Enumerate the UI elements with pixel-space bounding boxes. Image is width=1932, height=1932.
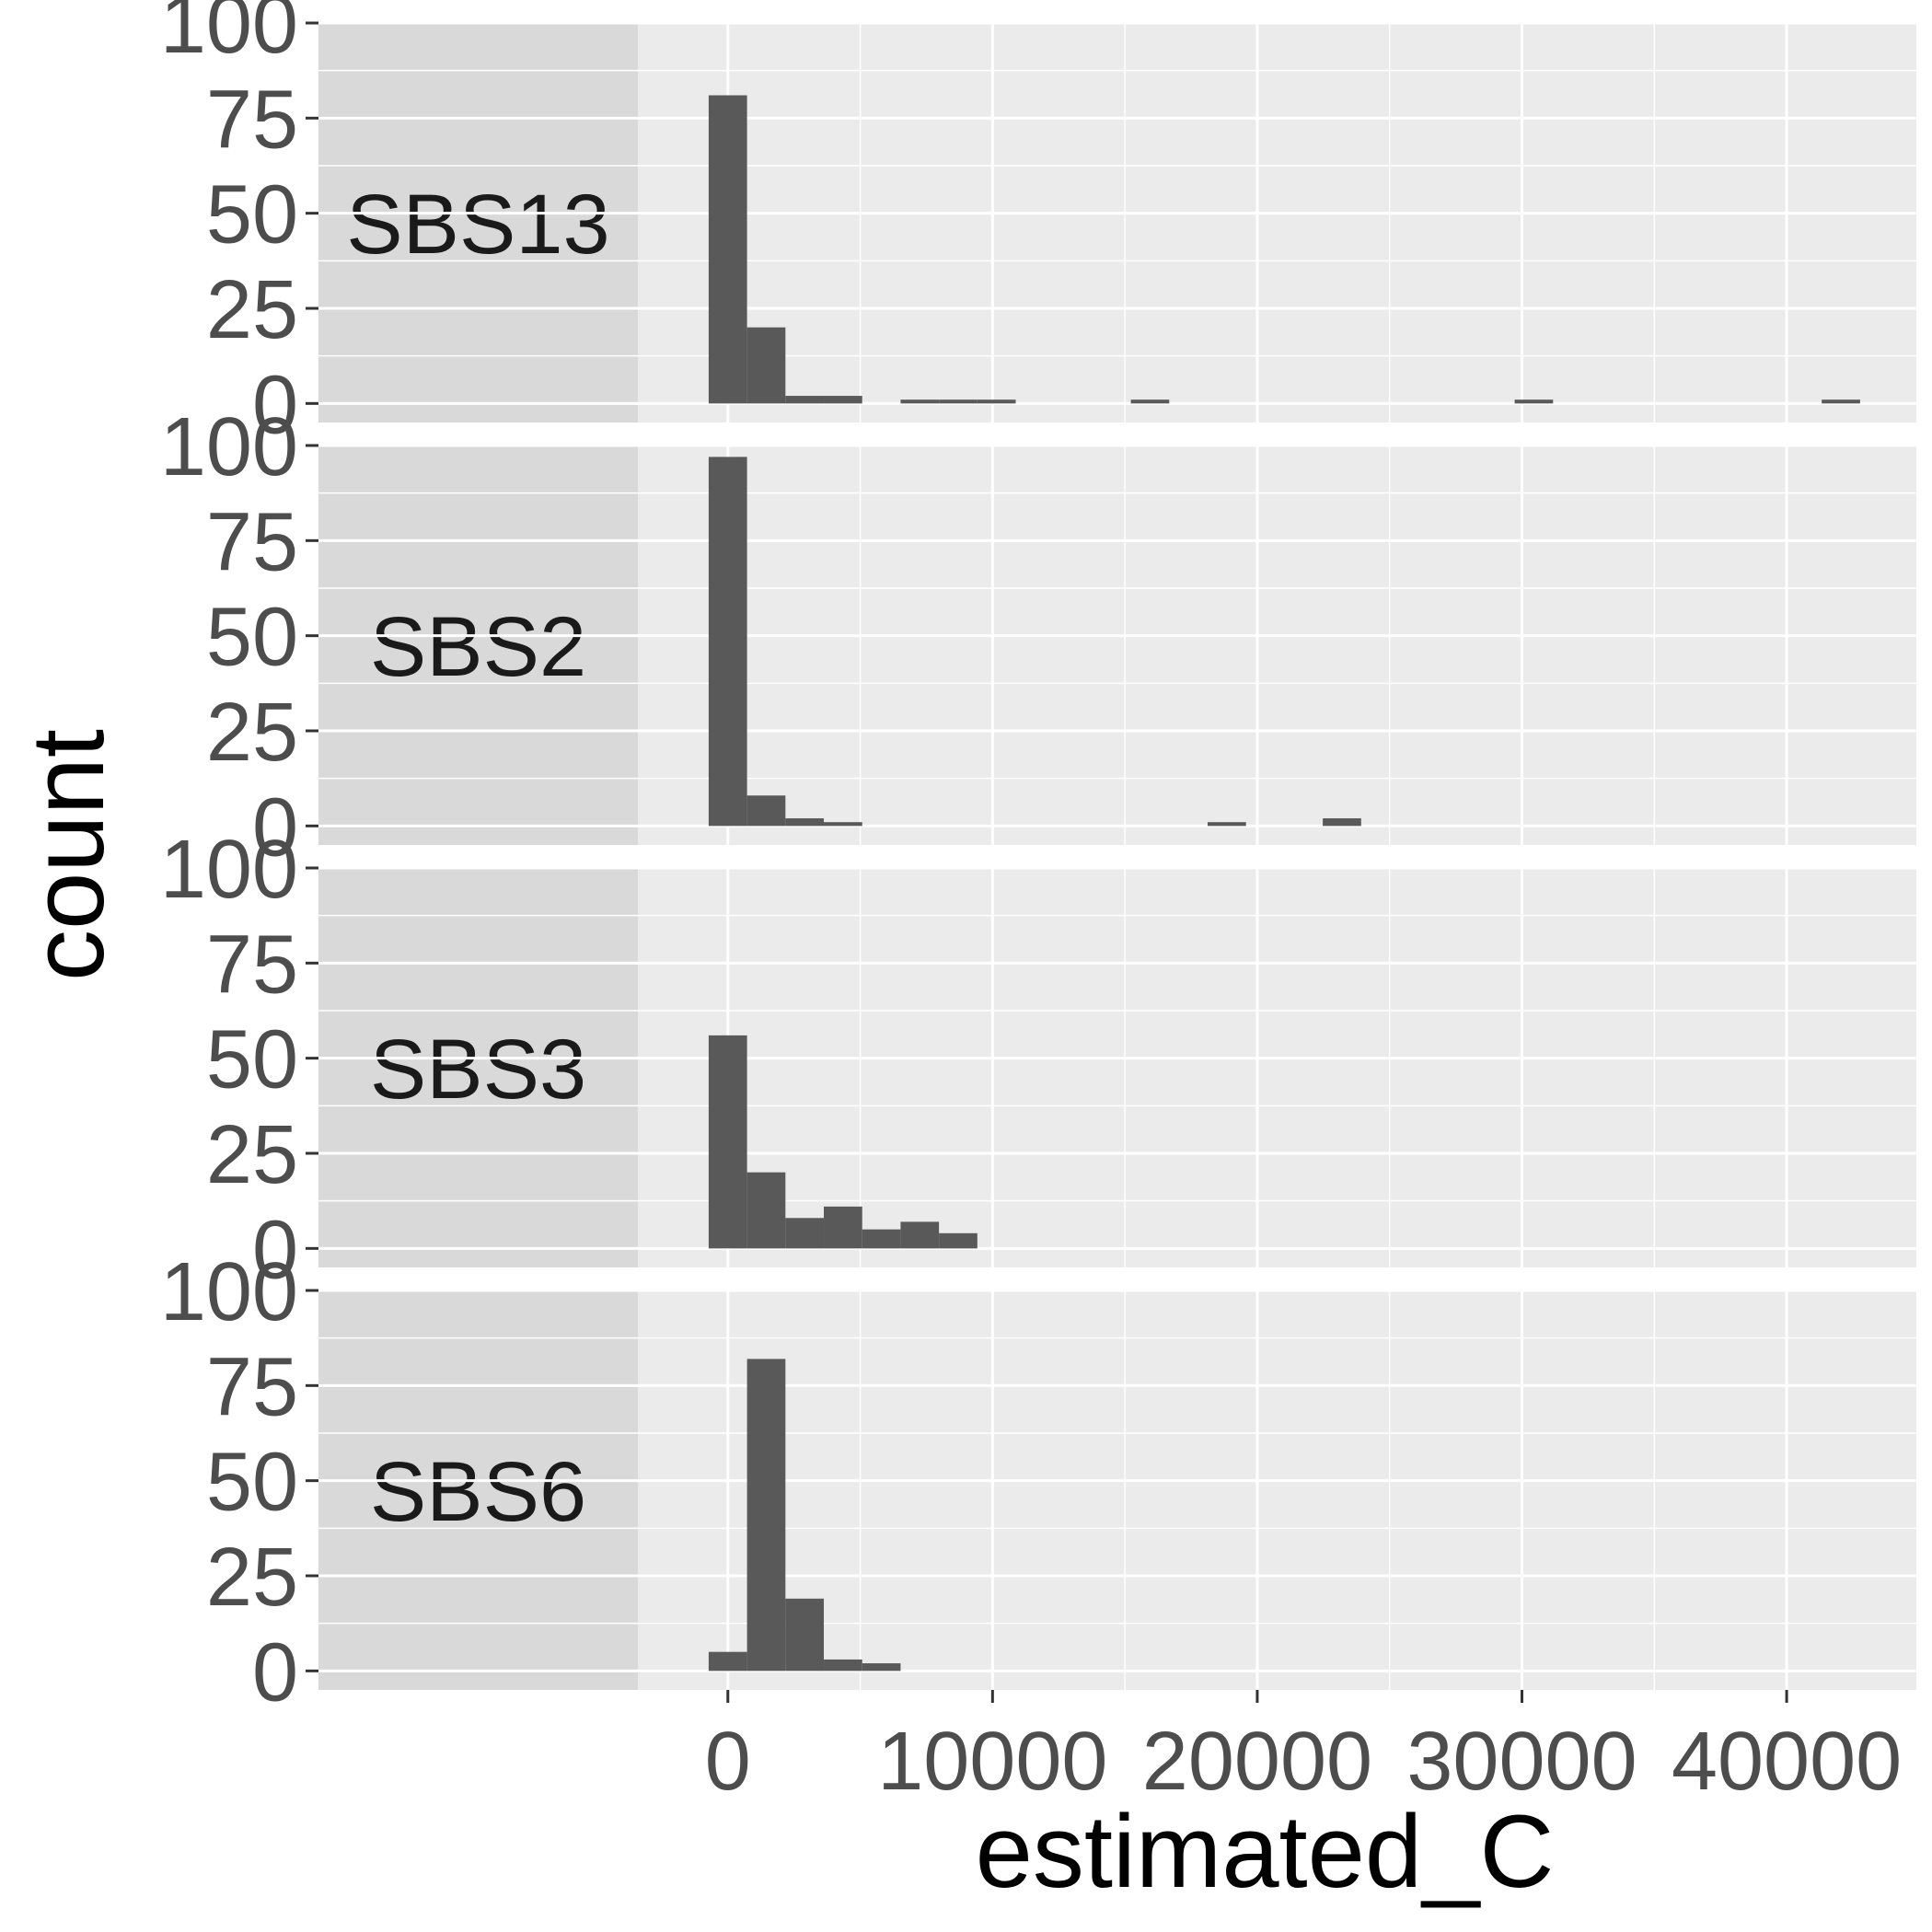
histogram-bar: [939, 1232, 978, 1249]
y-tick-label: 50: [206, 1014, 298, 1106]
histogram-bar: [708, 457, 747, 827]
y-tick-label: 75: [206, 496, 298, 588]
histogram-bar: [977, 399, 1016, 404]
x-tick-label: 40000: [1672, 1716, 1902, 1808]
histogram-bar: [1130, 399, 1170, 404]
histogram-bar: [708, 1651, 747, 1672]
y-tick-label: 100: [160, 1246, 298, 1338]
y-tick-label: 25: [206, 264, 298, 356]
histogram-bar: [939, 399, 978, 404]
y-tick-label: 100: [160, 0, 298, 71]
y-tick-label: 75: [206, 74, 298, 166]
y-axis-title: count: [10, 729, 125, 981]
x-tick-label: 20000: [1142, 1716, 1372, 1808]
histogram-bar: [900, 1221, 940, 1249]
x-tick-label: 30000: [1406, 1716, 1637, 1808]
y-tick-label: 25: [206, 1532, 298, 1624]
y-tick-label: 100: [160, 401, 298, 493]
panel-background: [638, 23, 1916, 422]
histogram-bar: [862, 1229, 901, 1249]
y-tick-label: 75: [206, 919, 298, 1011]
histogram-bar: [1822, 399, 1860, 404]
y-tick-label: 50: [206, 169, 298, 261]
histogram-bar: [1323, 818, 1361, 827]
y-tick-label: 75: [206, 1341, 298, 1433]
y-tick-label: 0: [252, 1626, 298, 1718]
facet-strip-label: SBS13: [346, 178, 609, 272]
histogram-bar: [746, 1172, 786, 1249]
histogram-bar: [785, 818, 825, 827]
facet-strip-label: SBS6: [370, 1445, 586, 1539]
histogram-bar: [746, 327, 786, 404]
y-tick-label: 0: [252, 359, 298, 451]
histogram-bar: [708, 95, 747, 404]
histogram-bar: [900, 399, 940, 404]
panel-background: [638, 445, 1916, 845]
facets-layer: SBS130255075100SBS20255075100SBS30255075…: [160, 0, 1916, 1718]
histogram-bar: [862, 1663, 901, 1672]
y-tick-label: 50: [206, 592, 298, 684]
y-tick-label: 25: [206, 687, 298, 779]
panel-background: [638, 1290, 1916, 1690]
y-tick-label: 0: [252, 781, 298, 873]
x-axis-title: estimated_C: [976, 1794, 1555, 1909]
histogram-bar: [824, 1659, 862, 1672]
facet-strip-label: SBS2: [370, 600, 586, 694]
x-tick-label: 10000: [877, 1716, 1107, 1808]
y-tick-label: 0: [252, 1204, 298, 1296]
histogram-bar: [785, 1218, 825, 1249]
x-axis: 0 10000 20000 30000 40000: [705, 1690, 1902, 1808]
y-tick-label: 100: [160, 824, 298, 916]
facet-strip-label: SBS3: [370, 1023, 586, 1116]
histogram-bar: [1208, 822, 1246, 827]
histogram-bar: [1514, 399, 1554, 404]
histogram-bar: [824, 396, 862, 404]
histogram-bar: [708, 1035, 747, 1249]
histogram-bar: [785, 396, 825, 404]
histogram-bar: [746, 795, 786, 827]
histogram-bar: [824, 1206, 862, 1249]
histogram-bar: [824, 822, 862, 827]
y-tick-label: 25: [206, 1109, 298, 1201]
histogram-bar: [746, 1359, 786, 1672]
y-tick-label: 50: [206, 1437, 298, 1529]
histogram-bar: [785, 1598, 825, 1672]
x-tick-label: 0: [705, 1716, 751, 1808]
